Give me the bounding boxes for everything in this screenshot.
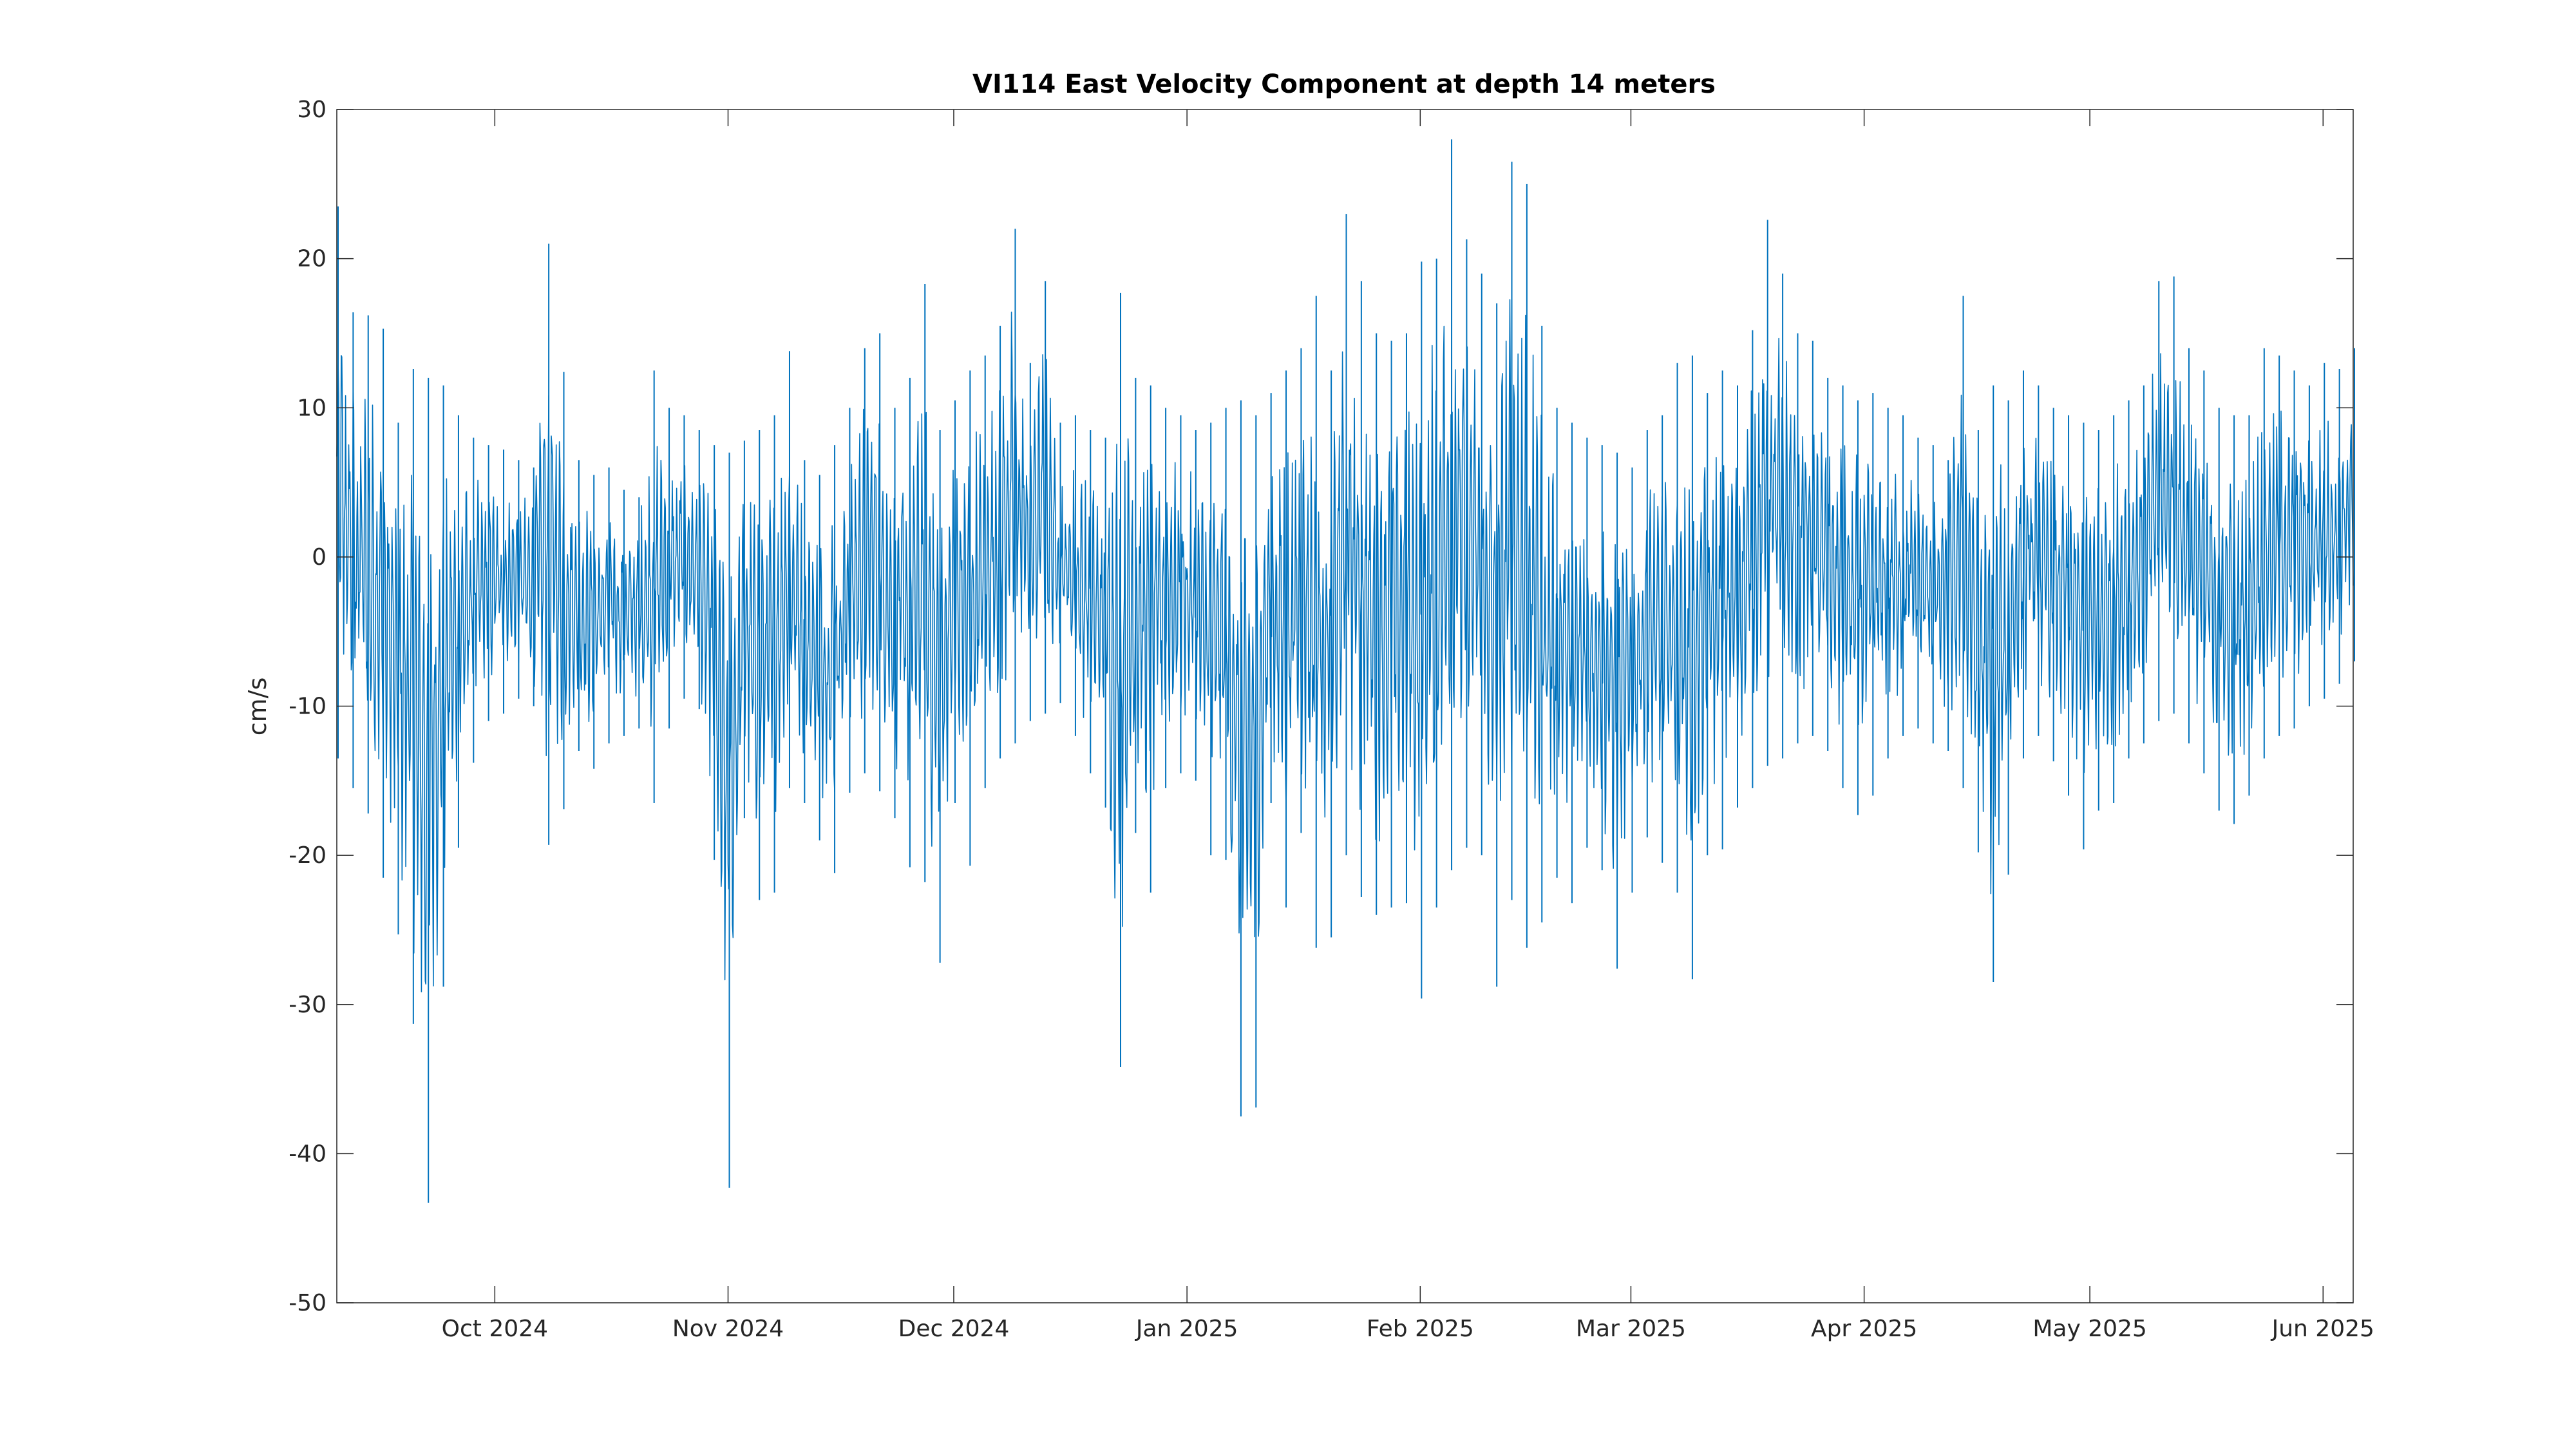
x-tick-label: Oct 2024 (442, 1316, 548, 1342)
series-layer (336, 139, 2355, 1203)
y-tick-label: 0 (312, 544, 327, 571)
y-tick-label: 10 (297, 395, 327, 421)
y-tick-label: -30 (289, 992, 327, 1018)
x-tick-label: Apr 2025 (1811, 1316, 1917, 1342)
x-tick-label: Mar 2025 (1576, 1316, 1686, 1342)
x-tick-label: Dec 2024 (898, 1316, 1010, 1342)
chart-title: VI114 East Velocity Component at depth 1… (972, 70, 1716, 99)
y-tick-label: 20 (297, 246, 327, 272)
series-line (336, 299, 2354, 992)
x-tick-label: Feb 2025 (1367, 1316, 1474, 1342)
ticks-layer: 30 20 10 0 -10 -20 -30 -40 -50 Oct 2024 Nov 2024 De… (289, 97, 2374, 1342)
y-tick-label: 30 (297, 97, 327, 123)
plot-area (337, 109, 2353, 1303)
x-tick-label: Jun 2025 (2271, 1316, 2374, 1342)
x-tick-label: May 2025 (2032, 1316, 2147, 1342)
y-tick-label: -40 (289, 1141, 327, 1167)
x-tick-label: Nov 2024 (672, 1316, 784, 1342)
y-axis-label: cm/s (243, 677, 272, 736)
y-tick-label: -20 (289, 842, 327, 869)
x-tick-label: Jan 2025 (1135, 1316, 1238, 1342)
y-tick-label: -10 (289, 694, 327, 720)
y-tick-label: -50 (289, 1290, 327, 1316)
